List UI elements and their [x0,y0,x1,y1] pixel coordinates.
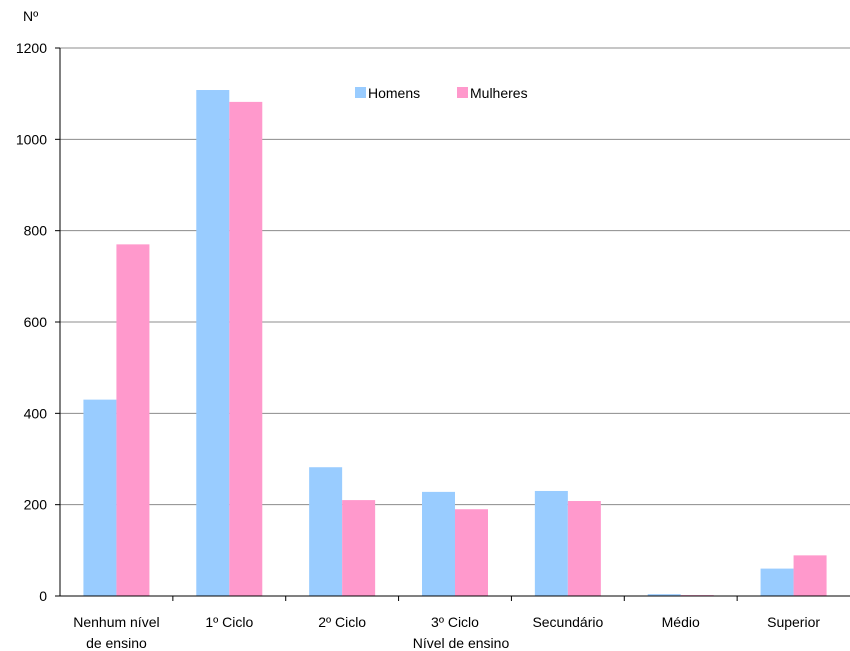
bar-homens-0 [83,399,117,596]
bar-homens-3 [422,491,455,596]
x-tick-label: de ensino [86,635,147,651]
bar-homens-6 [760,568,794,596]
bar-mulheres-4 [567,501,601,596]
y-axis-label: Nº [23,8,38,24]
legend-swatch-homens [355,87,366,98]
y-tick-label: 1200 [16,40,47,56]
legend-swatch-mulheres [457,87,468,98]
bar-homens-4 [534,490,568,596]
y-tick-label: 400 [24,405,48,421]
y-tick-label: 600 [24,314,48,330]
y-tick-label: 800 [24,223,48,239]
x-tick-label: Médio [662,614,700,630]
bar-homens-5 [647,594,681,596]
legend-label-homens: Homens [368,85,420,101]
grid-lines [60,47,850,506]
x-axis-label: Nível de ensino [413,635,510,651]
legend-label-mulheres: Mulheres [470,85,528,101]
bar-mulheres-0 [116,244,150,596]
y-tick-label: 0 [39,588,47,604]
legend: Homens Mulheres [355,85,528,101]
x-tick-labels: Nenhum nível de ensino 1º Ciclo 2º Ciclo 3º … [73,614,820,651]
x-tick-label: Superior [767,614,820,630]
bar-homens-2 [309,467,343,596]
bar-mulheres-1 [229,101,263,597]
x-tick-label: 1º Ciclo [205,614,253,630]
bars [83,90,827,597]
x-tick-label: Nenhum nível [73,614,159,630]
bar-mulheres-6 [793,555,827,596]
x-tick-label: 3º Ciclo [431,614,479,630]
y-tick-label: 200 [24,497,48,513]
axes [55,47,850,601]
bar-mulheres-2 [342,500,376,596]
y-tick-labels: 0 200 400 600 800 1000 1200 [16,40,47,604]
y-tick-label: 1000 [16,131,47,147]
bar-mulheres-3 [455,509,488,596]
x-tick-label: Secundário [532,614,603,630]
x-tick-label: 2º Ciclo [318,614,366,630]
bar-homens-1 [196,90,230,596]
